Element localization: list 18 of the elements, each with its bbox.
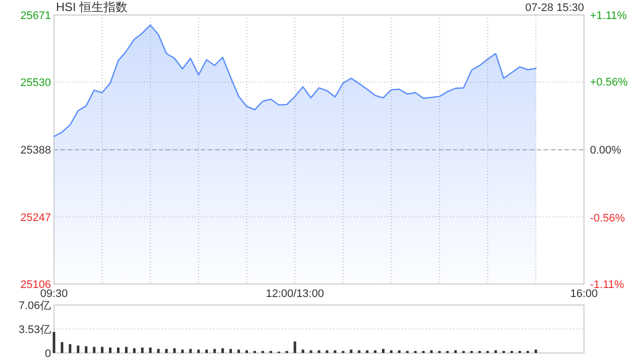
y-tick-label: 25388 [20, 144, 51, 157]
y-tick-label: 25247 [20, 212, 51, 224]
x-tick-label: 12:00/13:00 [266, 288, 324, 300]
y2-tick-label: +0.56% [590, 76, 628, 89]
x-tick-label: 09:30 [40, 288, 68, 300]
y2-tick-label: -0.56% [590, 212, 626, 224]
chart-title: HSI 恒生指数 [56, 0, 128, 14]
y-tick-label: 25530 [20, 77, 51, 90]
y-tick-label: 7.06亿 [18, 300, 51, 312]
y-tick-label: 25671 [20, 10, 51, 22]
y-tick-label: 0 [44, 348, 51, 360]
y2-tick-label: 0.00% [590, 144, 622, 156]
y2-tick-label: +1.11% [590, 10, 628, 22]
y-tick-label: 25106 [20, 279, 51, 291]
x-tick-label: 16:00 [570, 288, 598, 300]
y-tick-label: 3.53亿 [18, 324, 51, 336]
y2-tick-label: -1.11% [590, 279, 624, 291]
text: 07-28 15:30 [525, 2, 584, 14]
